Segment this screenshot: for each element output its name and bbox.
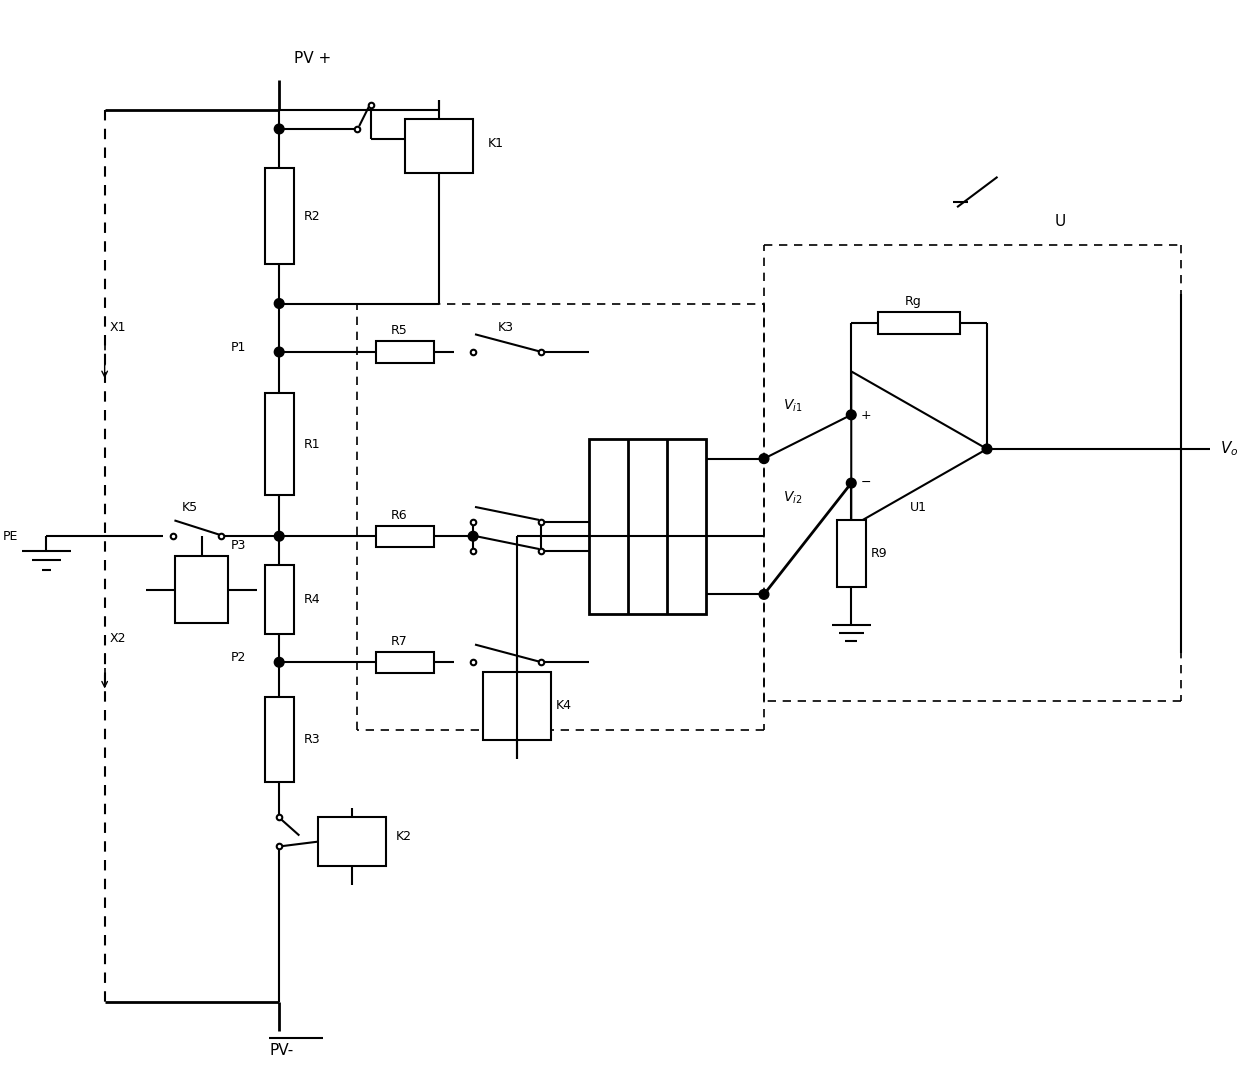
Bar [376, 652, 434, 673]
Text: PV +: PV + [294, 51, 331, 66]
Bar [264, 565, 294, 634]
Circle shape [847, 478, 856, 488]
Bar [589, 439, 706, 614]
Text: R3: R3 [304, 733, 320, 746]
Bar [264, 168, 294, 264]
Text: U1: U1 [909, 501, 926, 514]
Text: K5: K5 [182, 501, 198, 514]
Circle shape [274, 299, 284, 308]
Bar [175, 556, 228, 623]
Circle shape [847, 411, 856, 419]
Text: K1: K1 [487, 137, 503, 150]
Text: −: − [861, 477, 872, 490]
Text: PE: PE [2, 530, 19, 543]
Text: R5: R5 [391, 325, 408, 338]
Bar [837, 520, 866, 586]
Text: P1: P1 [231, 341, 246, 354]
Circle shape [274, 348, 284, 357]
Text: X1: X1 [109, 321, 126, 334]
Text: R7: R7 [391, 634, 408, 647]
Text: K4: K4 [556, 699, 572, 712]
Text: R1: R1 [304, 438, 320, 451]
Text: X2: X2 [109, 632, 126, 644]
Text: K2: K2 [396, 831, 412, 844]
Text: $V_{i2}$: $V_{i2}$ [784, 489, 802, 506]
Text: PV-: PV- [269, 1043, 294, 1058]
Text: R6: R6 [391, 508, 407, 521]
Text: P3: P3 [231, 540, 246, 553]
Text: +: + [861, 408, 872, 421]
Bar [405, 119, 474, 173]
Circle shape [759, 590, 769, 599]
Text: R4: R4 [304, 593, 320, 606]
Text: K3: K3 [497, 321, 513, 334]
Text: U: U [1055, 214, 1066, 228]
Text: P2: P2 [231, 651, 246, 664]
Text: R9: R9 [870, 546, 888, 559]
Bar [878, 313, 960, 333]
Circle shape [274, 124, 284, 134]
Bar [264, 393, 294, 495]
Circle shape [274, 531, 284, 541]
Bar [376, 341, 434, 363]
Circle shape [469, 531, 477, 541]
Circle shape [759, 454, 769, 464]
Circle shape [982, 444, 992, 454]
Text: R2: R2 [304, 210, 320, 223]
Text: $V_{i1}$: $V_{i1}$ [784, 397, 802, 414]
Bar [376, 526, 434, 547]
Circle shape [274, 657, 284, 667]
Bar [264, 697, 294, 783]
Text: Rg: Rg [905, 295, 921, 308]
Bar [317, 818, 386, 866]
Bar [482, 672, 551, 740]
Text: $V_o$: $V_o$ [1220, 440, 1239, 458]
